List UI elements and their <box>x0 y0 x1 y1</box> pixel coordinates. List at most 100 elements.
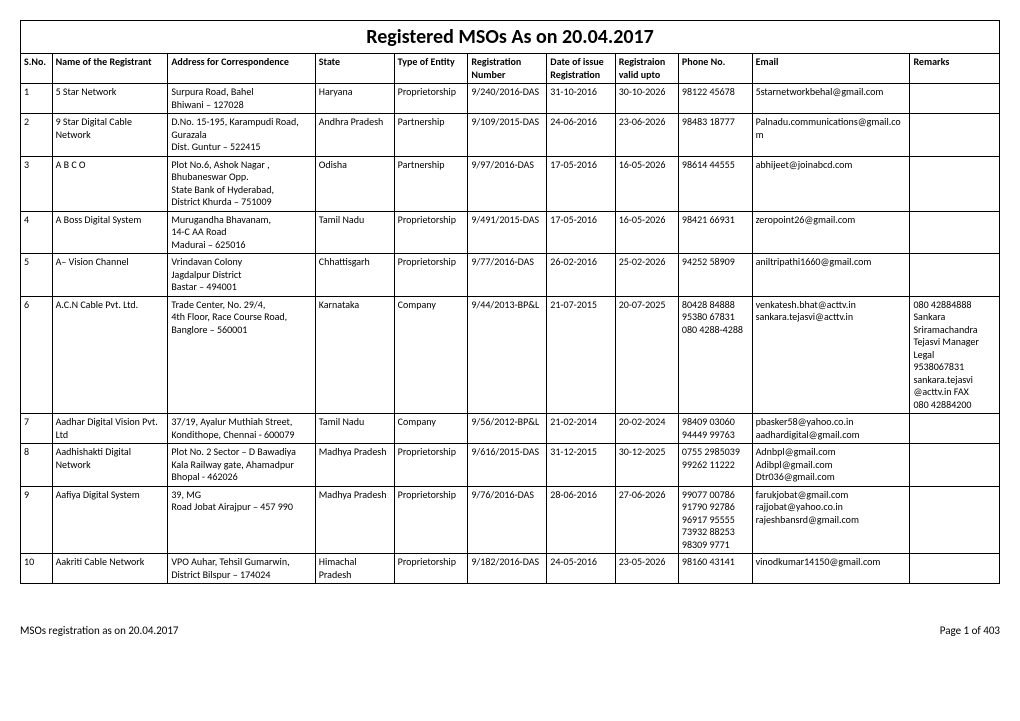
table-cell: 25-02-2026 <box>615 254 678 297</box>
table-row: 15 Star NetworkSurpura Road, BahelBhiwan… <box>21 84 1000 114</box>
table-cell: 28-06-2016 <box>547 486 615 554</box>
table-cell: 21-02-2014 <box>547 414 615 444</box>
table-cell: 98614 44555 <box>678 156 752 211</box>
table-cell: D.No. 15-195, Karampudi Road, GurazalaDi… <box>168 114 315 157</box>
table-cell <box>910 211 1000 254</box>
mso-table: S.No.Name of the RegistrantAddress for C… <box>20 53 1000 584</box>
table-cell: Proprietorship <box>394 254 468 297</box>
column-header: Phone No. <box>678 54 752 84</box>
table-cell: 99077 0078691790 9278696917 9555573932 8… <box>678 486 752 554</box>
table-cell: 24-06-2016 <box>547 114 615 157</box>
table-cell: 17-05-2016 <box>547 211 615 254</box>
table-row: 8Aadhishakti Digital NetworkPlot No. 2 S… <box>21 444 1000 487</box>
table-cell: 9/240/2016-DAS <box>468 84 547 114</box>
table-cell: A– Vision Channel <box>52 254 168 297</box>
table-cell: Palnadu.communications@gmail.com <box>752 114 910 157</box>
table-cell: Chhattisgarh <box>315 254 394 297</box>
table-cell: Trade Center, No. 29/4,4th Floor, Race C… <box>168 296 315 414</box>
table-cell: 9/616/2015-DAS <box>468 444 547 487</box>
table-cell: 31-12-2015 <box>547 444 615 487</box>
table-cell: 27-06-2026 <box>615 486 678 554</box>
table-cell: Proprietorship <box>394 486 468 554</box>
table-cell: 16-05-2026 <box>615 156 678 211</box>
table-row: 9Aafiya Digital System39, MGRoad Jobat A… <box>21 486 1000 554</box>
table-cell: 31-10-2016 <box>547 84 615 114</box>
table-cell: 98160 43141 <box>678 554 752 584</box>
table-body: 15 Star NetworkSurpura Road, BahelBhiwan… <box>21 84 1000 584</box>
table-cell <box>910 84 1000 114</box>
table-cell: 24-05-2016 <box>547 554 615 584</box>
table-cell: Partnership <box>394 114 468 157</box>
table-cell <box>910 486 1000 554</box>
table-cell: Himachal Pradesh <box>315 554 394 584</box>
table-cell <box>910 254 1000 297</box>
table-cell <box>910 554 1000 584</box>
table-row: 4A Boss Digital SystemMurugandha Bhavana… <box>21 211 1000 254</box>
table-cell: 9/491/2015-DAS <box>468 211 547 254</box>
table-cell: A B C O <box>52 156 168 211</box>
table-cell: 2 <box>21 114 53 157</box>
table-cell: 9/44/2013-BP&L <box>468 296 547 414</box>
table-cell: venkatesh.bhat@acttv.insankara.tejasvi@a… <box>752 296 910 414</box>
table-cell: farukjobat@gmail.comrajjobat@yahoo.co.in… <box>752 486 910 554</box>
column-header: Registration Number <box>468 54 547 84</box>
table-cell: Proprietorship <box>394 84 468 114</box>
table-cell: abhijeet@joinabcd.com <box>752 156 910 211</box>
table-cell: 94252 58909 <box>678 254 752 297</box>
table-row: 29 Star Digital Cable NetworkD.No. 15-19… <box>21 114 1000 157</box>
table-cell: 3 <box>21 156 53 211</box>
table-header-row: S.No.Name of the RegistrantAddress for C… <box>21 54 1000 84</box>
table-cell: 9/56/2012-BP&L <box>468 414 547 444</box>
column-header: Type of Entity <box>394 54 468 84</box>
table-row: 6A.C.N Cable Pvt. Ltd.Trade Center, No. … <box>21 296 1000 414</box>
table-cell: 21-07-2015 <box>547 296 615 414</box>
table-cell: Adnbpl@gmail.comAdibpl@gmail.comDtr036@g… <box>752 444 910 487</box>
table-cell: 5starnetworkbehal@gmail.com <box>752 84 910 114</box>
column-header: Address for Correspondence <box>168 54 315 84</box>
table-cell: Madhya Pradesh <box>315 486 394 554</box>
column-header: Email <box>752 54 910 84</box>
footer-left: MSOs registration as on 20.04.2017 <box>20 624 179 637</box>
table-cell: 30-10-2026 <box>615 84 678 114</box>
table-cell: 20-02-2024 <box>615 414 678 444</box>
table-cell: 39, MGRoad Jobat Airajpur – 457 990 <box>168 486 315 554</box>
table-cell: 10 <box>21 554 53 584</box>
column-header: State <box>315 54 394 84</box>
table-cell: Surpura Road, BahelBhiwani – 127028 <box>168 84 315 114</box>
table-cell: Odisha <box>315 156 394 211</box>
table-cell: Company <box>394 414 468 444</box>
page-title: Registered MSOs As on 20.04.2017 <box>20 20 1000 53</box>
table-cell <box>910 156 1000 211</box>
table-cell: 98421 66931 <box>678 211 752 254</box>
table-cell: 1 <box>21 84 53 114</box>
table-row: 3A B C OPlot No.6, Ashok Nagar ,Bhubanes… <box>21 156 1000 211</box>
table-cell: 16-05-2026 <box>615 211 678 254</box>
table-cell: 98409 0306094449 99763 <box>678 414 752 444</box>
table-cell: 0755 298503999262 11222 <box>678 444 752 487</box>
table-cell: 9/76/2016-DAS <box>468 486 547 554</box>
footer-right: Page 1 of 403 <box>940 624 1000 637</box>
table-cell: 9/182/2016-DAS <box>468 554 547 584</box>
table-cell: pbasker58@yahoo.co.inaadhardigital@gmail… <box>752 414 910 444</box>
table-cell: aniltripathi1660@gmail.com <box>752 254 910 297</box>
column-header: S.No. <box>21 54 53 84</box>
table-cell: Company <box>394 296 468 414</box>
table-cell: 9 <box>21 486 53 554</box>
table-cell: Proprietorship <box>394 444 468 487</box>
table-cell: 8 <box>21 444 53 487</box>
page-footer: MSOs registration as on 20.04.2017 Page … <box>20 624 1000 637</box>
table-cell: Tamil Nadu <box>315 211 394 254</box>
table-row: 10Aakriti Cable NetworkVPO Auhar, Tehsil… <box>21 554 1000 584</box>
table-cell: 4 <box>21 211 53 254</box>
table-cell: 9/77/2016-DAS <box>468 254 547 297</box>
table-cell: 6 <box>21 296 53 414</box>
table-cell: Proprietorship <box>394 211 468 254</box>
table-cell: Aadhar Digital Vision Pvt. Ltd <box>52 414 168 444</box>
table-cell: 23-06-2026 <box>615 114 678 157</box>
table-cell: Plot No. 2 Sector – D BawadiyaKala Railw… <box>168 444 315 487</box>
table-cell: Aadhishakti Digital Network <box>52 444 168 487</box>
table-row: 7Aadhar Digital Vision Pvt. Ltd37/19, Ay… <box>21 414 1000 444</box>
table-cell: 80428 8488895380 67831080 4288-4288 <box>678 296 752 414</box>
table-cell: Karnataka <box>315 296 394 414</box>
table-cell: Murugandha Bhavanam,14-C AA RoadMadurai … <box>168 211 315 254</box>
